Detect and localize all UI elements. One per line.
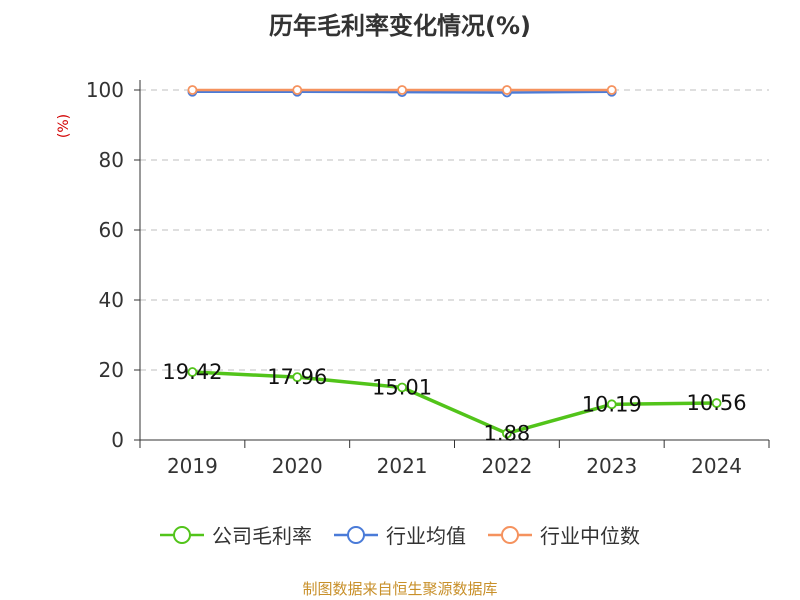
line-chart: 0 20 40 60 80 100 2019 2020 2021 2022 2023 2024 19.… <box>86 78 770 478</box>
legend-item[interactable]: 公司毛利率 <box>160 520 312 549</box>
data-label: 10.19 <box>582 392 642 416</box>
y-tick-label: 20 <box>99 358 124 382</box>
chart-title: 历年毛利率变化情况(%) <box>269 12 531 40</box>
x-tick-label: 2020 <box>272 454 323 478</box>
data-point <box>187 367 198 377</box>
data-point <box>187 85 198 95</box>
data-point <box>502 428 512 439</box>
data-point <box>606 85 617 95</box>
x-tick-label: 2022 <box>481 454 532 478</box>
data-labels: 19.42 17.96 15.01 1.88 10.19 10.56 <box>162 360 746 445</box>
legend-label: 行业均值 <box>386 524 466 548</box>
legend-circle <box>501 525 519 544</box>
legend-marker-icon <box>334 525 378 544</box>
x-tick-label: 2024 <box>691 454 742 478</box>
data-point <box>397 382 407 393</box>
source-note: 制图数据来自恒生聚源数据库 <box>302 580 498 598</box>
y-tick-label: 40 <box>99 288 124 312</box>
data-point <box>397 85 407 95</box>
y-tick-label: 100 <box>86 78 124 102</box>
data-label: 15.01 <box>372 375 432 399</box>
legend-label: 公司毛利率 <box>212 524 312 548</box>
y-tick-label: 60 <box>99 218 124 242</box>
legend-label: 行业中位数 <box>540 524 640 548</box>
legend-item[interactable]: 行业均值 <box>334 520 466 549</box>
series-line-0 <box>192 370 717 436</box>
data-point <box>711 398 722 408</box>
data-point <box>292 85 303 95</box>
data-label: 10.56 <box>687 391 747 415</box>
legend-marker-icon <box>488 525 532 544</box>
data-point <box>502 85 512 95</box>
data-label: 17.96 <box>267 365 327 389</box>
legend: 公司毛利率 行业均值 行业中位数 <box>0 520 800 549</box>
axes: 0 20 40 60 80 100 2019 2020 2021 2022 2023 2024 <box>86 78 770 478</box>
x-tick-label: 2021 <box>377 454 428 478</box>
legend-item[interactable]: 行业中位数 <box>488 520 640 549</box>
data-point <box>606 399 617 410</box>
y-tick-label: 80 <box>99 148 124 172</box>
y-tick-label: 0 <box>111 428 124 452</box>
legend-marker-icon <box>160 525 204 544</box>
x-tick-label: 2019 <box>167 454 218 478</box>
grid-lines <box>140 89 769 371</box>
legend-circle <box>173 525 191 544</box>
data-label: 19.42 <box>162 360 222 384</box>
x-tick-label: 2023 <box>586 454 637 478</box>
data-label: 1.88 <box>484 421 531 445</box>
legend-circle <box>347 525 365 544</box>
series-lines <box>187 85 722 439</box>
data-point <box>292 372 303 383</box>
